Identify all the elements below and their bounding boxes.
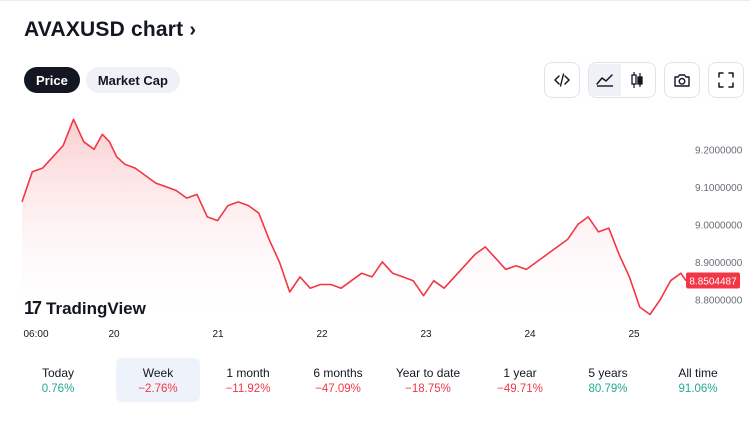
period-year-to-date[interactable]: Year to date −18.75% — [386, 358, 470, 402]
period-5-years[interactable]: 5 years 80.79% — [566, 358, 650, 402]
period-1-year[interactable]: 1 year −49.71% — [478, 358, 562, 402]
period-label: 1 month — [226, 366, 270, 380]
last-price-label: 8.8504487 — [689, 277, 737, 288]
period-1-month[interactable]: 1 month −11.92% — [206, 358, 290, 402]
snapshot-button[interactable] — [664, 62, 700, 98]
period-change: 80.79% — [588, 383, 628, 395]
price-area-fill — [22, 119, 686, 322]
page-title: AVAXUSD chart — [24, 18, 184, 41]
tab-market-cap[interactable]: Market Cap — [85, 67, 180, 93]
tradingview-logo-text: TradingView — [46, 298, 146, 318]
period-label: Week — [142, 366, 174, 380]
snapshot-button-wrap — [664, 62, 700, 98]
price-chart[interactable]: 9.2000000 9.1000000 9.0000000 8.9000000 8.80… — [0, 100, 750, 350]
period-change: −11.92% — [225, 383, 271, 395]
chart-type-toggle — [588, 62, 656, 98]
embed-button-wrap — [544, 62, 580, 98]
chart-mode-tabs: Price Market Cap — [24, 67, 180, 93]
period-week[interactable]: Week −2.76% — [116, 358, 200, 402]
period-today[interactable]: Today 0.76% — [16, 358, 100, 402]
x-axis-tick-label: 24 — [524, 329, 536, 340]
top-divider — [0, 0, 750, 1]
period-label: 1 year — [503, 366, 537, 380]
period-change: −49.71% — [497, 383, 543, 395]
embed-button[interactable] — [544, 62, 580, 98]
period-label: Today — [41, 366, 75, 380]
candlestick-chart-button[interactable] — [621, 64, 653, 96]
tradingview-logo-icon: 17 — [24, 298, 42, 318]
area-chart-button[interactable] — [589, 64, 621, 96]
x-axis-tick-label: 20 — [108, 329, 120, 340]
fullscreen-icon — [718, 72, 734, 88]
x-axis-tick-label: 23 — [420, 329, 432, 340]
period-label: 5 years — [588, 366, 628, 380]
chart-title-link[interactable]: AVAXUSD chart › — [24, 18, 196, 42]
tab-price[interactable]: Price — [24, 67, 80, 93]
fullscreen-button[interactable] — [708, 62, 744, 98]
period-6-months[interactable]: 6 months −47.09% — [296, 358, 380, 402]
y-axis-tick-label: 8.8000000 — [695, 295, 743, 306]
y-axis-tick-label: 8.9000000 — [695, 258, 743, 269]
price-series-line — [21, 118, 687, 316]
period-label: 6 months — [313, 366, 363, 380]
period-change: 91.06% — [678, 383, 718, 395]
period-all-time[interactable]: All time 91.06% — [656, 358, 740, 402]
area-chart-icon — [596, 74, 613, 87]
embed-code-icon — [554, 73, 570, 87]
x-axis-tick-label: 22 — [316, 329, 328, 340]
camera-icon — [674, 73, 690, 87]
fullscreen-button-wrap — [708, 62, 744, 98]
period-change: −18.75% — [405, 383, 451, 395]
period-label: All time — [678, 366, 718, 380]
chevron-right-icon: › — [189, 18, 197, 41]
period-change: −2.76% — [138, 383, 178, 395]
period-change: −47.09% — [315, 383, 361, 395]
candlestick-chart-icon — [631, 72, 643, 88]
y-axis-tick-label: 9.1000000 — [695, 183, 743, 194]
performance-periods: Today 0.76% Week −2.76% 1 month −11.92% … — [16, 358, 736, 402]
tradingview-logo[interactable]: 17 TradingView — [24, 298, 146, 319]
period-label: Year to date — [395, 366, 461, 380]
x-axis-tick-label: 25 — [628, 329, 640, 340]
last-price-tag — [686, 272, 740, 289]
x-axis-tick-label: 21 — [212, 329, 224, 340]
y-axis-tick-label: 9.0000000 — [695, 220, 743, 231]
period-change: 0.76% — [41, 383, 75, 395]
x-axis-tick-label: 06:00 — [23, 329, 48, 340]
y-axis-tick-label: 9.2000000 — [695, 145, 743, 156]
